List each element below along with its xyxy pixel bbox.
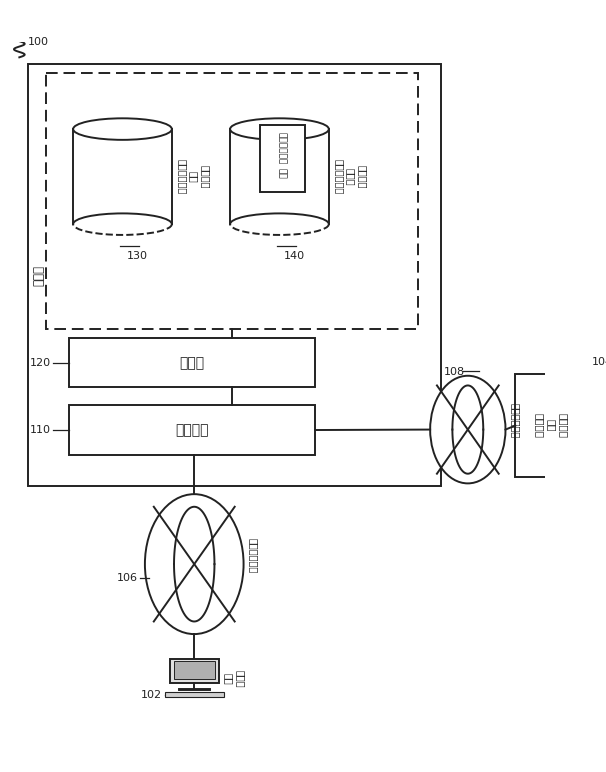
Ellipse shape (73, 118, 172, 140)
Text: 130: 130 (127, 251, 148, 261)
Ellipse shape (230, 118, 329, 140)
Text: 104: 104 (591, 357, 606, 367)
Text: ネットワーク: ネットワーク (510, 403, 520, 438)
Text: 102: 102 (141, 690, 162, 700)
Bar (68, 405, 315, 455)
Text: 100: 100 (28, 37, 49, 46)
Text: サーバ部: サーバ部 (175, 423, 208, 437)
Text: 108: 108 (444, 367, 465, 377)
Text: 110: 110 (30, 425, 51, 435)
Text: ホスト: ホスト (33, 265, 45, 286)
Text: 振込予約
情報
データベース: 振込予約 情報 データベース (177, 159, 210, 195)
Text: 106: 106 (117, 573, 138, 583)
Text: 140: 140 (284, 251, 305, 261)
Text: キャッシング: キャッシング (278, 132, 287, 164)
Text: 処理部: 処理部 (179, 356, 205, 370)
Bar (28, 65, 441, 486)
Text: 振込予約
処理
システム: 振込予約 処理 システム (534, 413, 568, 438)
Bar (46, 73, 419, 329)
Bar (260, 124, 305, 192)
Ellipse shape (145, 494, 244, 634)
Bar (165, 692, 224, 696)
Ellipse shape (430, 376, 505, 483)
Text: ネットワーク: ネットワーク (248, 537, 258, 573)
Bar (68, 338, 315, 388)
Text: 承認者
端末: 承認者 端末 (224, 670, 245, 688)
Text: 120: 120 (30, 357, 51, 367)
Text: 情報: 情報 (278, 168, 287, 178)
Bar (515, 374, 587, 477)
Bar (173, 661, 215, 679)
Bar (170, 659, 219, 683)
Text: 振込予約
カード
データベース: 振込予約 カード データベース (334, 159, 367, 195)
